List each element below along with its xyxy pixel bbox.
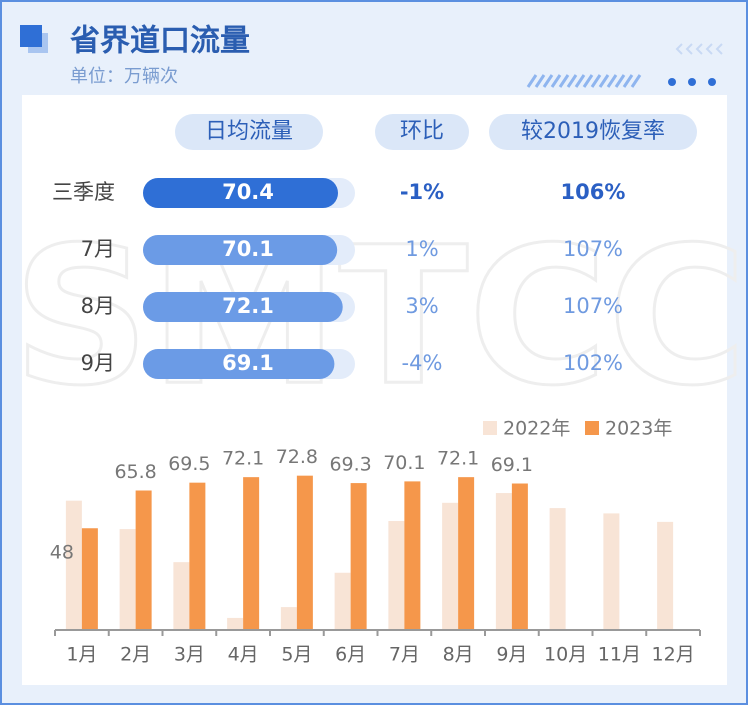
value: 70.4 (222, 180, 274, 204)
bar (280, 607, 297, 630)
x-tick-label: 3月 (174, 644, 205, 666)
bar (495, 493, 512, 630)
bar (189, 482, 206, 630)
x-tick-label: 6月 (335, 644, 366, 666)
recovery: 107% (563, 237, 623, 261)
bar (135, 490, 152, 630)
value: 70.1 (222, 237, 274, 261)
bar (657, 521, 674, 630)
column-header-pill (489, 114, 697, 150)
bar (243, 477, 260, 630)
recovery: 106% (561, 180, 626, 204)
data-label: 65.8 (114, 461, 156, 483)
watermark: SMTCC (13, 206, 747, 427)
data-label: 69.1 (491, 454, 533, 476)
x-tick-label: 5月 (281, 644, 312, 666)
data-label: 70.1 (383, 452, 425, 474)
column-header: 较2019恢复率 (521, 119, 665, 144)
x-tick-label: 1月 (66, 644, 97, 666)
chevrons (675, 43, 723, 55)
legend-label: 2022年 (503, 418, 570, 440)
x-tick-label: 9月 (496, 644, 527, 666)
bar (350, 483, 367, 630)
column-header: 环比 (400, 119, 444, 144)
bar (334, 572, 351, 630)
legend-label: 2023年 (605, 418, 672, 440)
data-label: 69.5 (168, 453, 210, 475)
bar (173, 562, 190, 630)
bar (296, 475, 313, 630)
bar (227, 617, 244, 630)
recovery: 107% (563, 294, 623, 318)
value: 72.1 (222, 294, 274, 318)
stripes (526, 74, 642, 88)
bar (143, 235, 338, 265)
x-tick-label: 12月 (652, 644, 695, 666)
data-label: 69.3 (329, 454, 371, 476)
change: 3% (405, 294, 438, 318)
bar (442, 502, 459, 630)
icon-front (20, 25, 42, 47)
bar (143, 349, 335, 379)
bar (511, 483, 528, 630)
bar (549, 508, 566, 630)
row-label: 三季度 (52, 180, 115, 204)
legend-swatch (585, 421, 599, 435)
x-tick-label: 4月 (228, 644, 259, 666)
legend-swatch (483, 421, 497, 435)
data-label: 72.1 (222, 448, 264, 470)
row-label: 8月 (81, 294, 115, 318)
data-label: 72.1 (437, 448, 479, 470)
bar (143, 292, 343, 322)
column-header-pill (375, 114, 469, 150)
x-tick-label: 7月 (389, 644, 420, 666)
row-label: 9月 (81, 351, 115, 375)
x-tick-label: 8月 (443, 644, 474, 666)
bar (388, 521, 405, 630)
column-header-pill (175, 114, 323, 150)
x-tick-label: 2月 (120, 644, 151, 666)
bar (81, 528, 98, 630)
dots (668, 78, 716, 86)
value: 69.1 (222, 351, 274, 375)
bar (603, 513, 620, 630)
data-label: 72.8 (276, 446, 318, 468)
change: -4% (402, 351, 443, 375)
bar (65, 500, 82, 630)
bar (119, 529, 136, 630)
unit: 单位：万辆次 (70, 66, 178, 87)
bar (143, 178, 339, 208)
row-label: 7月 (81, 237, 115, 261)
title: 省界道口流量 (70, 24, 250, 59)
x-tick-label: 11月 (598, 644, 641, 666)
change: 1% (405, 237, 438, 261)
change: -1% (400, 180, 444, 204)
x-tick-label: 10月 (544, 644, 587, 666)
bar (458, 477, 475, 630)
column-header: 日均流量 (205, 119, 293, 144)
bar (404, 481, 421, 630)
recovery: 102% (563, 351, 623, 375)
data-label: 48 (50, 542, 74, 564)
